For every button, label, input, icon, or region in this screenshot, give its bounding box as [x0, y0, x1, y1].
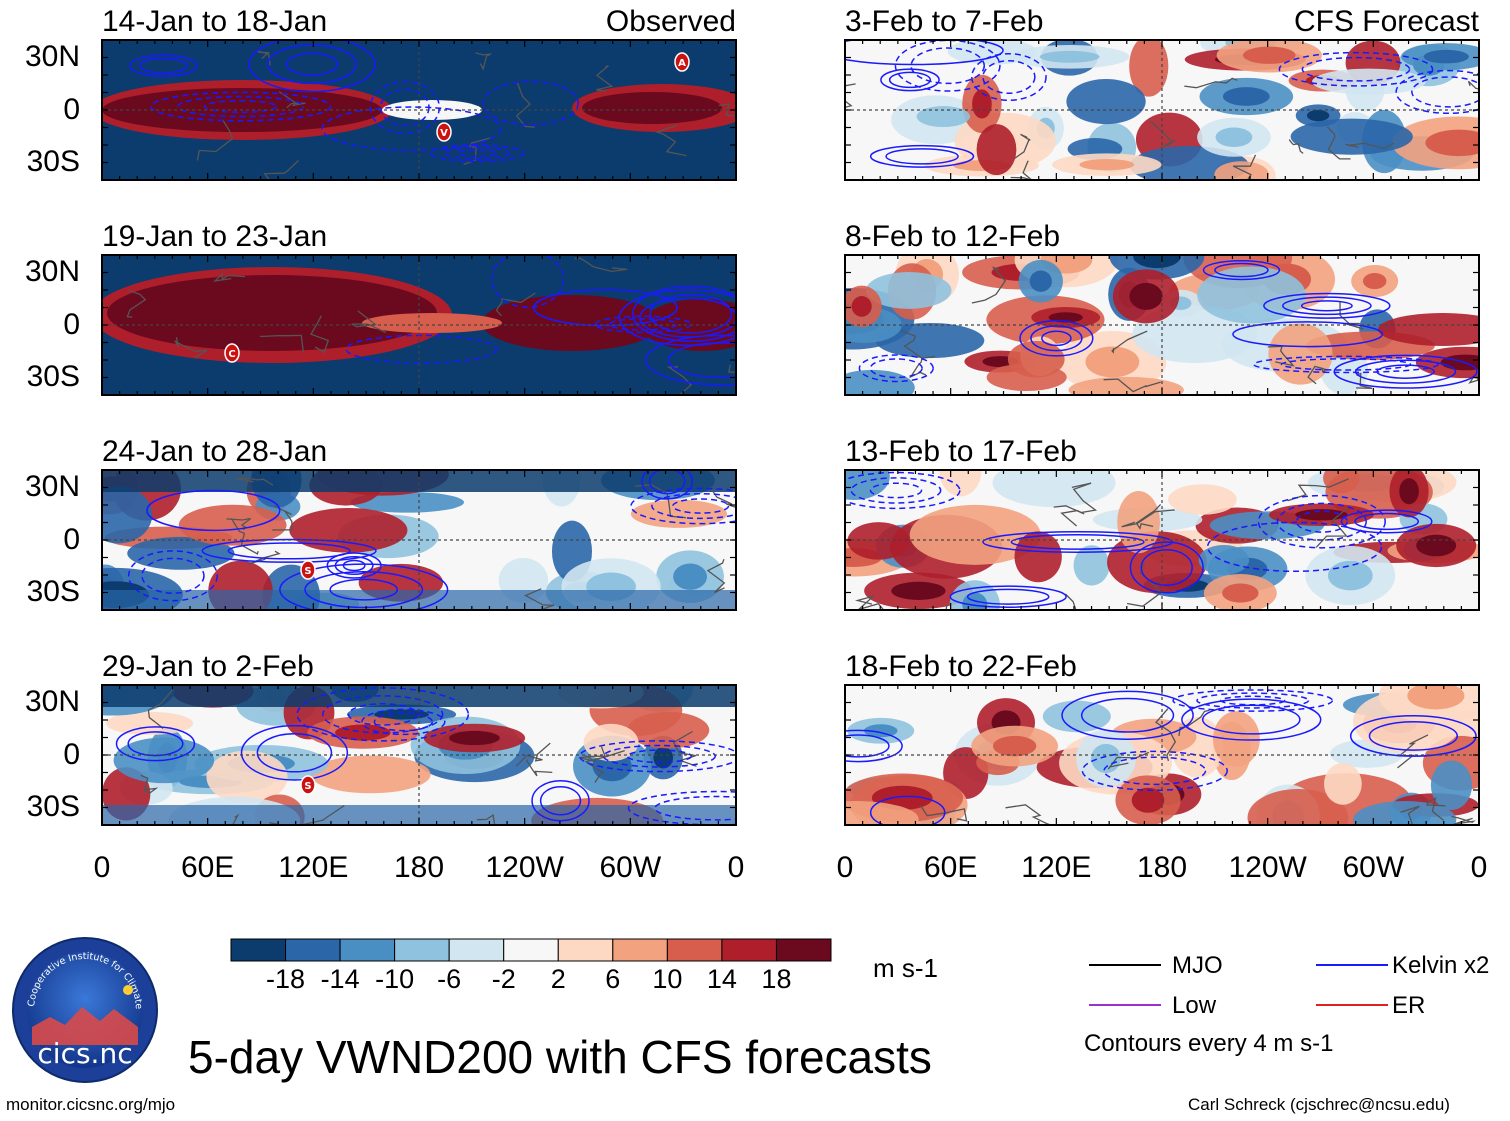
x-tick-label: 180	[1136, 851, 1188, 884]
colorbar-tick-label: 14	[706, 964, 737, 994]
left-column-label: Observed	[605, 5, 736, 38]
legend-label-kelvin: Kelvin x2	[1392, 952, 1490, 979]
contour-interval-note: Contours every 4 m s-1	[1084, 1030, 1334, 1057]
colorbar-cell	[339, 938, 396, 962]
colorbar-cell	[448, 938, 505, 962]
colorbar-tick-label: -18	[266, 964, 306, 994]
panel-7-title: 13-Feb to 17-Feb	[845, 435, 1077, 468]
legend-swatches-left	[1089, 964, 1161, 1006]
legend-label-low: Low	[1172, 992, 1217, 1019]
footer-credit: Carl Schreck (cjschrec@ncsu.edu)	[1188, 1095, 1450, 1114]
x-tick-label: 0	[93, 851, 111, 884]
marker-c	[224, 343, 240, 363]
y-tick-label: 30N	[24, 685, 80, 718]
panel-4-field	[102, 685, 736, 825]
marker-label: S	[304, 781, 311, 792]
panel-4-title: 29-Jan to 2-Feb	[102, 650, 314, 683]
colorbar-cell	[775, 938, 832, 962]
x-tick-label: 60E	[923, 851, 978, 884]
colorbar-tick-label: 2	[550, 964, 566, 994]
panel-2-field	[102, 255, 736, 395]
colorbar-cell	[285, 938, 341, 962]
figure-title: 5-day VWND200 with CFS forecasts	[188, 1031, 932, 1083]
x-tick-label: 180	[393, 851, 445, 884]
marker-a	[674, 52, 690, 72]
x-tick-label: 60W	[1342, 851, 1405, 884]
colorbar-cell	[666, 938, 723, 962]
marker-label: A	[678, 58, 686, 69]
y-tick-label: 30N	[24, 470, 80, 503]
colorbar-tick-label: -10	[375, 964, 415, 994]
legend-label-mjo: MJO	[1172, 952, 1223, 979]
marker-s	[300, 775, 316, 795]
marker-s	[300, 560, 316, 580]
colorbar-cell	[230, 938, 287, 962]
marker-label: C	[228, 349, 235, 360]
y-tick-label: 30S	[26, 575, 80, 608]
panel-7-field	[845, 470, 1479, 610]
right-column-label: CFS Forecast	[1293, 5, 1479, 38]
x-tick-label: 0	[836, 851, 854, 884]
x-tick-label: 60E	[180, 851, 235, 884]
y-tick-label: 30S	[26, 790, 80, 823]
y-tick-label: 0	[63, 523, 80, 556]
y-tick-label: 0	[63, 93, 80, 126]
colorbar-tick-label: 6	[605, 964, 621, 994]
y-tick-label: 30N	[24, 255, 80, 288]
panel-6-field	[845, 255, 1479, 395]
cics-logo: Cooperative Institute for Climate and Sa…	[10, 935, 158, 1083]
panel-1-title: 14-Jan to 18-Jan	[102, 5, 328, 38]
y-tick-label: 30S	[26, 360, 80, 393]
marker-v	[436, 122, 452, 142]
colorbar-tick-label: 10	[652, 964, 683, 994]
colorbar-cell	[612, 938, 668, 962]
panel-3-title: 24-Jan to 28-Jan	[102, 435, 328, 468]
x-tick-label: 0	[1470, 851, 1488, 884]
colorbar-tick-label: -2	[491, 964, 516, 994]
x-tick-label: 120E	[278, 851, 349, 884]
footer-url: monitor.cicsnc.org/mjo	[6, 1095, 176, 1114]
colorbar-cell	[503, 938, 559, 962]
y-tick-label: 30S	[26, 145, 80, 178]
y-tick-label: 0	[63, 308, 80, 341]
colorbar-cell	[557, 938, 614, 962]
marker-label: V	[440, 128, 448, 139]
panel-5-title: 3-Feb to 7-Feb	[845, 5, 1044, 38]
marker-label: S	[304, 566, 311, 577]
panel-6-title: 8-Feb to 12-Feb	[845, 220, 1061, 253]
colorbar-units: m s-1	[873, 953, 938, 983]
colorbar-cell	[721, 938, 777, 962]
x-tick-label: 0	[727, 851, 745, 884]
y-tick-label: 30N	[24, 40, 80, 73]
y-tick-label: 0	[63, 738, 80, 771]
legend-label-er: ER	[1392, 992, 1426, 1019]
panel-3-field	[102, 470, 736, 610]
x-tick-label: 60W	[599, 851, 662, 884]
colorbar-tick-label: 18	[761, 964, 792, 994]
x-tick-label: 120E	[1021, 851, 1092, 884]
colorbar-cell	[394, 938, 450, 962]
logo-wordmark: cics.nc	[37, 1037, 132, 1070]
x-tick-label: 120W	[1228, 851, 1307, 884]
colorbar-tick-label: -6	[437, 964, 462, 994]
legend-swatches-right	[1316, 964, 1388, 1006]
panel-5-field	[845, 40, 1479, 180]
panel-2-title: 19-Jan to 23-Jan	[102, 220, 328, 253]
panel-8-title: 18-Feb to 22-Feb	[845, 650, 1077, 683]
panel-grid: A V C S S	[101, 39, 1480, 826]
colorbar	[230, 938, 832, 962]
x-tick-label: 120W	[485, 851, 564, 884]
colorbar-tick-label: -14	[320, 964, 360, 994]
panel-1-field	[102, 40, 736, 180]
panel-8-field	[845, 685, 1479, 825]
